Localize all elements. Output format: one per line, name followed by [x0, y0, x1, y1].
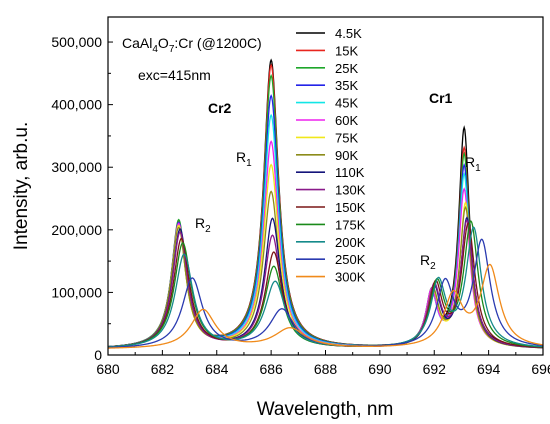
x-tick-label: 688	[314, 361, 338, 377]
legend-label: 250K	[335, 252, 366, 267]
x-tick-label: 696	[531, 361, 550, 377]
y-tick-label: 0	[94, 347, 102, 363]
y-tick-label: 200,000	[51, 222, 102, 238]
legend-label: 4.5K	[335, 26, 362, 41]
legend-label: 35K	[335, 78, 358, 93]
r2-label-cr1: R2	[420, 252, 436, 272]
y-tick-label: 300,000	[51, 159, 102, 175]
series-curves	[107, 58, 544, 349]
y-tick-label: 500,000	[51, 34, 102, 50]
x-tick-label: 692	[423, 361, 447, 377]
legend: 4.5K 15K 25K 35K 45K 60K 75K 90K 110K 130K 150K 175…	[296, 26, 366, 285]
legend-label: 110K	[335, 165, 365, 180]
r1-label-cr2: R1	[236, 149, 252, 169]
legend-label: 130K	[335, 183, 366, 198]
legend-label: 15K	[335, 43, 358, 58]
x-axis-ticks: 680 682 684 686 688 690 692 694 696	[96, 350, 550, 377]
x-tick-label: 682	[151, 361, 175, 377]
r1-label-cr1: R1	[465, 154, 481, 174]
y-axis-ticks: 0 100,000 200,000 300,000 400,000 500,000	[51, 34, 113, 363]
legend-label: 75K	[335, 130, 358, 145]
cr2-label: Cr2	[208, 100, 232, 116]
r2-label-cr2: R2	[195, 215, 211, 235]
y-axis-title: Intensity, arb.u.	[11, 122, 32, 251]
legend-label: 60K	[335, 113, 358, 128]
excitation-label: exc=415nm	[138, 67, 211, 83]
legend-label: 200K	[335, 235, 366, 250]
y-tick-label: 400,000	[51, 97, 102, 113]
legend-label: 175K	[335, 217, 366, 232]
cr1-label: Cr1	[429, 90, 453, 106]
x-axis-title: Wavelength, nm	[257, 399, 394, 420]
x-tick-label: 684	[205, 361, 229, 377]
y-tick-label: 100,000	[51, 284, 102, 300]
x-tick-label: 680	[96, 361, 120, 377]
legend-label: 300K	[335, 270, 366, 285]
legend-label: 25K	[335, 61, 358, 76]
legend-label: 150K	[335, 200, 366, 215]
x-tick-label: 686	[259, 361, 283, 377]
legend-label: 45K	[335, 96, 358, 111]
x-tick-label: 690	[368, 361, 392, 377]
series-line	[107, 263, 544, 349]
x-tick-label: 694	[477, 361, 501, 377]
legend-label: 90K	[335, 148, 358, 163]
sample-label: CaAl4O7:Cr (@1200C)	[122, 35, 262, 55]
